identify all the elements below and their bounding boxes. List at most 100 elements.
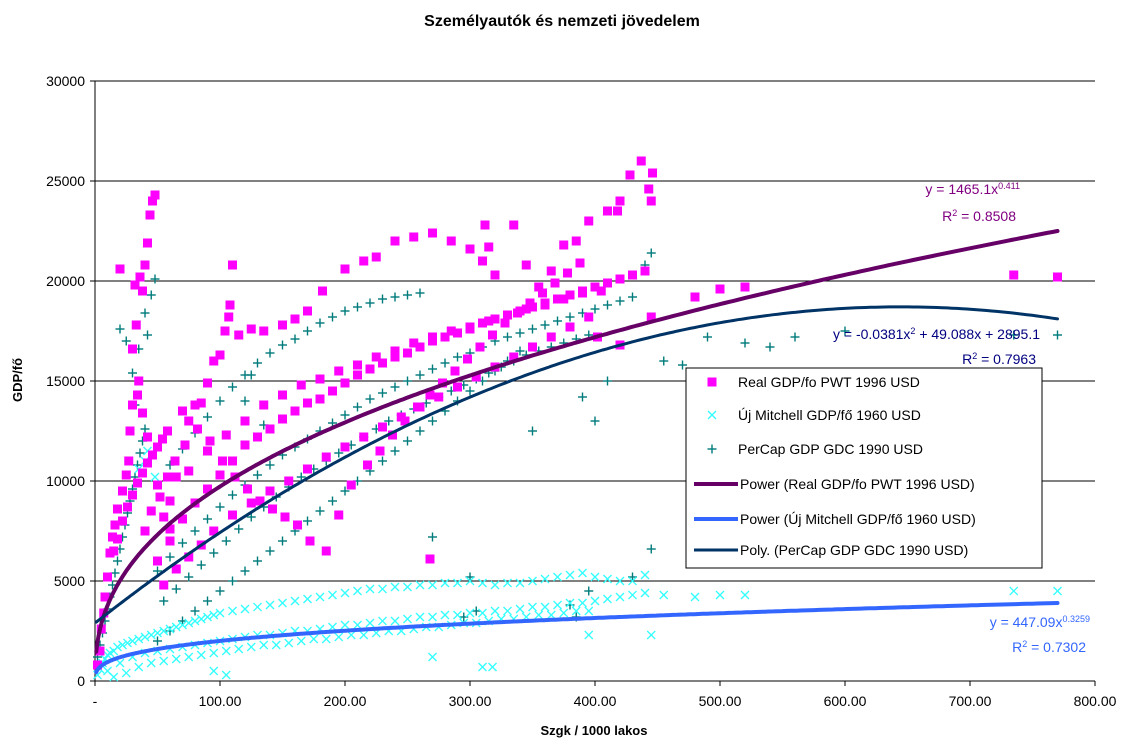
data-point-0-97 <box>365 364 375 374</box>
data-point-0-189 <box>388 430 397 440</box>
data-point-0-201 <box>538 288 547 298</box>
data-point-0-76 <box>636 156 646 166</box>
data-point-1-155 <box>1009 586 1019 596</box>
data-point-1-36 <box>365 584 375 594</box>
legend-label-4: Power (Új Mitchell GDP/fő 1960 USD) <box>740 511 976 527</box>
data-point-1-104 <box>121 668 131 678</box>
data-point-0-127 <box>296 380 306 390</box>
data-point-0-174 <box>193 424 202 434</box>
data-point-2-141 <box>340 486 350 496</box>
data-point-0-81 <box>165 536 175 546</box>
data-point-0-72 <box>603 206 612 216</box>
data-point-2-67 <box>628 292 637 302</box>
legend-label-0: Real GDP/fo PWT 1996 USD <box>738 374 920 390</box>
data-point-1-150 <box>646 630 656 640</box>
data-point-2-175 <box>840 326 850 336</box>
data-point-2-37 <box>253 470 262 480</box>
data-point-0-183 <box>305 536 315 546</box>
data-point-0-124 <box>240 416 250 426</box>
data-point-1-102 <box>640 588 650 598</box>
data-point-0-142 <box>578 288 587 298</box>
data-point-2-130 <box>203 596 212 606</box>
data-point-1-78 <box>340 620 350 630</box>
data-point-2-129 <box>190 606 200 616</box>
data-point-2-19 <box>140 424 150 434</box>
data-point-1-154 <box>740 590 750 600</box>
data-point-1-148 <box>488 662 497 672</box>
data-point-0-8 <box>110 520 120 530</box>
data-point-0-40 <box>209 356 219 366</box>
data-point-0-68 <box>546 266 556 276</box>
x-tick-label-4: 400.00 <box>574 693 617 709</box>
data-point-0-38 <box>196 398 206 408</box>
x-tick-label-7: 700.00 <box>949 693 992 709</box>
data-point-2-132 <box>228 576 237 586</box>
data-point-2-124 <box>403 290 412 300</box>
data-point-0-95 <box>340 378 350 388</box>
data-point-2-64 <box>590 304 600 314</box>
data-point-1-31 <box>303 594 312 604</box>
data-point-1-123 <box>359 630 369 640</box>
data-point-0-64 <box>490 270 500 280</box>
data-point-0-60 <box>465 244 475 254</box>
data-point-1-25 <box>228 606 237 616</box>
data-point-0-61 <box>478 256 487 266</box>
data-point-1-49 <box>528 576 537 586</box>
data-point-0-90 <box>278 414 287 424</box>
data-point-1-88 <box>465 608 475 618</box>
trendline-2 <box>94 305 1059 624</box>
data-point-2-125 <box>415 288 425 298</box>
data-point-0-147 <box>209 526 219 536</box>
data-point-0-69 <box>559 240 569 250</box>
data-point-0-32 <box>159 512 169 522</box>
data-point-2-121 <box>365 298 375 308</box>
data-point-1-153 <box>715 590 725 600</box>
data-point-2-164 <box>565 600 575 610</box>
trendline-0 <box>94 229 1060 654</box>
data-point-0-10 <box>115 264 125 274</box>
data-point-1-89 <box>478 608 487 618</box>
data-point-1-44 <box>465 576 475 586</box>
data-point-0-178 <box>243 484 252 494</box>
data-point-0-213 <box>148 450 157 460</box>
data-point-2-50 <box>415 370 425 380</box>
data-point-1-91 <box>503 606 512 616</box>
data-point-0-192 <box>425 390 435 400</box>
data-point-1-103 <box>109 672 119 682</box>
data-point-0-122 <box>203 446 212 456</box>
data-point-1-54 <box>590 572 600 582</box>
trendline-1 <box>94 601 1060 675</box>
data-point-0-168 <box>140 526 150 536</box>
data-point-2-52 <box>440 358 450 368</box>
legend-item-0: Real GDP/fo PWT 1996 USD <box>707 374 920 390</box>
data-point-0-135 <box>446 326 456 336</box>
legend-item-3: Power (Real GDP/fo PWT 1996 USD) <box>694 476 975 492</box>
data-point-2-120 <box>353 302 362 312</box>
data-point-1-139 <box>559 608 569 618</box>
data-point-0-53 <box>340 264 350 274</box>
data-point-0-152 <box>303 464 312 474</box>
data-point-1-57 <box>628 576 637 586</box>
data-point-0-18 <box>134 376 144 386</box>
data-point-0-104 <box>453 328 462 338</box>
data-point-2-145 <box>390 446 400 456</box>
data-point-2-22 <box>128 368 137 378</box>
data-point-0-46 <box>234 330 244 340</box>
data-point-0-128 <box>315 374 325 384</box>
data-point-0-58 <box>428 228 437 238</box>
data-point-0-169 <box>146 506 156 516</box>
data-point-1-85 <box>428 612 437 622</box>
data-point-0-137 <box>484 316 494 326</box>
data-point-2-61 <box>553 316 562 326</box>
y-tick-label-0: 0 <box>77 673 85 689</box>
data-point-2-51 <box>428 364 437 374</box>
data-point-1-21 <box>196 614 206 624</box>
data-point-0-208 <box>123 502 132 512</box>
data-point-0-106 <box>478 318 487 328</box>
data-point-0-0 <box>93 660 102 670</box>
data-point-0-191 <box>413 402 422 412</box>
data-point-2-69 <box>646 248 656 258</box>
data-point-0-82 <box>178 514 187 524</box>
data-point-2-73 <box>196 560 206 570</box>
data-point-1-47 <box>503 578 512 588</box>
